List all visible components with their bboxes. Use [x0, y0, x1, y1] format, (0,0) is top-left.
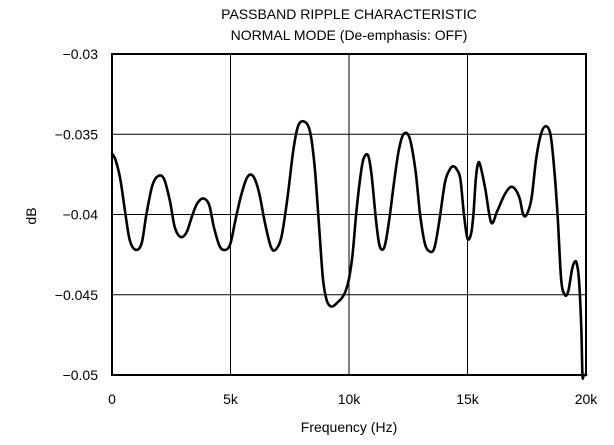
plot-frame	[111, 53, 587, 376]
x-tick-labels: 0 5k 10k 15k 20k	[108, 391, 598, 407]
x-axis-title: Frequency (Hz)	[301, 419, 397, 435]
y-axis-title: dB	[23, 207, 39, 224]
chart-subtitle: NORMAL MODE (De-emphasis: OFF)	[231, 27, 468, 43]
x-tick-label: 5k	[223, 391, 239, 407]
x-tick-label: 0	[108, 391, 116, 407]
series-layer	[110, 119, 588, 380]
x-tick-label: 15k	[456, 391, 480, 407]
x-tick-label: 10k	[338, 391, 362, 407]
y-tick-label: −0.03	[63, 46, 99, 62]
chart-title: PASSBAND RIPPLE CHARACTERISTIC	[221, 6, 477, 22]
x-tick-label: 20k	[575, 391, 599, 407]
y-tick-label: −0.05	[63, 367, 99, 383]
y-tick-label: −0.045	[55, 287, 98, 303]
series-line	[110, 119, 588, 380]
grid-lines	[112, 54, 586, 375]
y-tick-label: −0.035	[55, 126, 98, 142]
y-tick-labels: −0.03 −0.035 −0.04 −0.045 −0.05	[55, 46, 98, 383]
y-tick-label: −0.04	[63, 207, 99, 223]
